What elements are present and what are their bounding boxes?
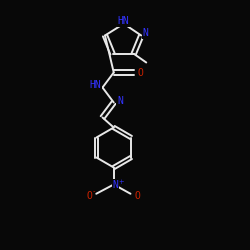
Text: O: O: [138, 68, 144, 78]
Text: -: -: [93, 188, 96, 194]
Text: HN: HN: [118, 16, 129, 26]
Text: +: +: [118, 179, 124, 185]
Text: O: O: [86, 191, 92, 201]
Text: N: N: [113, 180, 119, 190]
Text: N: N: [117, 96, 123, 106]
Text: O: O: [134, 191, 140, 201]
Text: N: N: [143, 28, 149, 38]
Text: HN: HN: [90, 80, 102, 90]
